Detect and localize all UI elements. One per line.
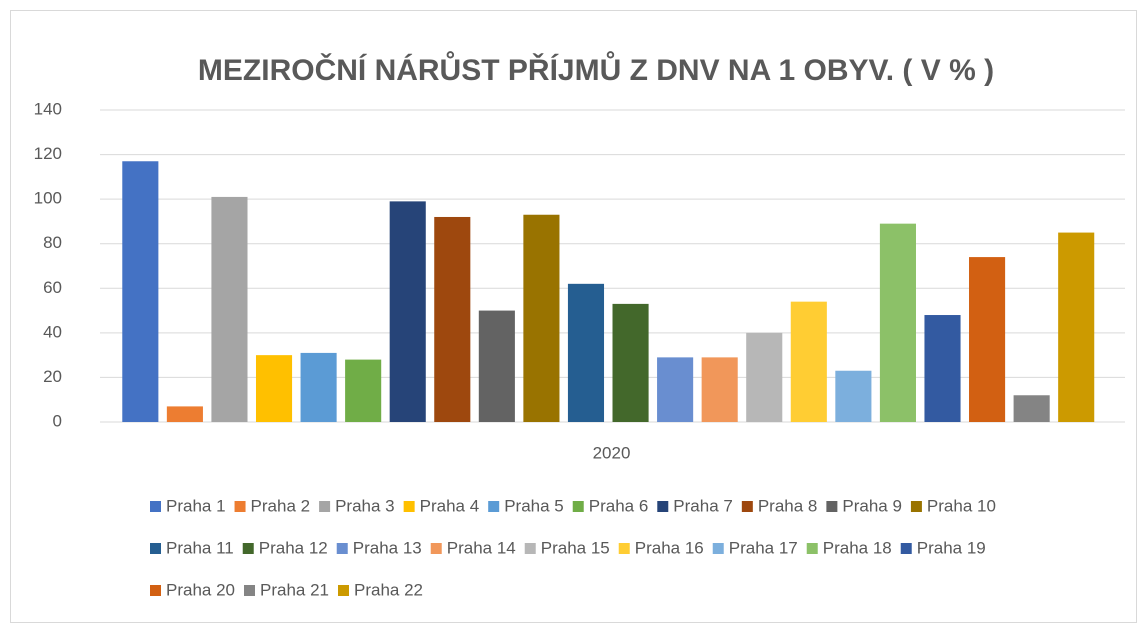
legend-label: Praha 18: [823, 538, 892, 557]
bar: [122, 161, 159, 422]
legend-label: Praha 1: [166, 496, 226, 515]
legend-swatch: [806, 543, 818, 554]
legend-label: Praha 21: [260, 580, 329, 599]
bar: [166, 406, 203, 422]
legend-label: Praha 8: [758, 496, 818, 515]
legend-swatch: [524, 543, 536, 554]
legend-label: Praha 19: [917, 538, 986, 557]
legend-swatch: [488, 501, 500, 512]
bar: [523, 214, 560, 422]
legend-label: Praha 14: [447, 538, 516, 557]
bar: [701, 357, 738, 422]
legend-label: Praha 22: [354, 580, 423, 599]
legend-label: Praha 7: [673, 496, 733, 515]
y-tick-label: 0: [53, 411, 62, 430]
y-tick-label: 60: [43, 278, 62, 297]
bar: [478, 310, 515, 422]
y-tick-label: 80: [43, 233, 62, 252]
legend-swatch: [150, 585, 161, 596]
bar: [657, 357, 694, 422]
bar: [434, 216, 471, 422]
bar: [211, 196, 248, 422]
y-tick-label: 140: [34, 99, 62, 118]
legend-swatch: [572, 501, 584, 512]
bar: [389, 201, 426, 422]
legend-swatch: [150, 501, 161, 512]
y-tick-label: 120: [34, 144, 62, 163]
legend-swatch: [618, 543, 630, 554]
legend-label: Praha 11: [166, 538, 234, 557]
y-tick-label: 40: [43, 322, 62, 341]
x-tick-label: 2020: [593, 443, 631, 462]
legend-swatch: [338, 585, 349, 596]
legend-label: Praha 13: [353, 538, 422, 557]
legend-label: Praha 20: [166, 580, 235, 599]
bar: [1058, 232, 1095, 422]
legend-swatch: [403, 501, 415, 512]
bar: [612, 303, 649, 422]
bar: [255, 355, 293, 422]
legend-swatch: [826, 501, 838, 512]
bar: [835, 370, 872, 422]
legend-swatch: [336, 543, 348, 554]
legend-label: Praha 12: [259, 538, 328, 557]
bar: [345, 359, 382, 422]
legend-label: Praha 5: [504, 496, 564, 515]
legend-swatch: [234, 501, 246, 512]
chart-title: MEZIROČNÍ NÁRŮST PŘÍJMŮ Z DNV NA 1 OBYV.…: [198, 51, 994, 87]
legend-swatch: [741, 501, 753, 512]
legend-label: Praha 6: [589, 496, 649, 515]
y-tick-label: 20: [43, 367, 62, 386]
bar: [746, 332, 783, 422]
legend-swatch: [150, 543, 161, 554]
legend-label: Praha 15: [541, 538, 610, 557]
legend-swatch: [712, 543, 724, 554]
legend-swatch: [242, 543, 254, 554]
y-tick-label: 100: [34, 189, 62, 208]
legend-label: Praha 16: [635, 538, 704, 557]
legend-swatch: [430, 543, 442, 554]
legend-swatch: [910, 501, 922, 512]
legend-swatch: [900, 543, 912, 554]
bar: [969, 257, 1006, 422]
bar: [790, 301, 827, 422]
legend-swatch: [319, 501, 331, 512]
bar: [567, 283, 605, 422]
legend-swatch: [657, 501, 669, 512]
bar: [879, 223, 916, 422]
legend-label: Praha 2: [251, 496, 311, 515]
legend-label: Praha 17: [729, 538, 798, 557]
legend-label: Praha 3: [335, 496, 395, 515]
legend-label: Praha 9: [842, 496, 902, 515]
bar: [300, 352, 337, 422]
legend-label: Praha 10: [927, 496, 996, 515]
bar: [924, 315, 961, 422]
legend-swatch: [244, 585, 255, 596]
legend-label: Praha 4: [420, 496, 480, 515]
bar: [1013, 395, 1050, 422]
